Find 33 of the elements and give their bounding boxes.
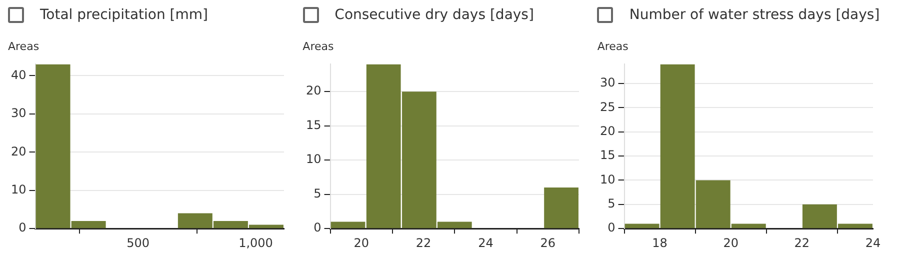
x-tick-label: 500 [126, 236, 150, 250]
x-tick-label: 22 [794, 236, 810, 250]
y-tick-label: 30 [600, 76, 616, 90]
y-tick-label: 10 [10, 182, 26, 196]
y-tick-label: 20 [10, 144, 26, 158]
y-tick-label: 5 [313, 186, 321, 200]
y-tick-label: 10 [306, 152, 321, 166]
y-axis-title: Areas [597, 40, 630, 54]
x-tick-label: 1,000 [238, 236, 273, 250]
x-tick-label: 20 [353, 236, 369, 250]
x-tick-label: 24 [866, 236, 881, 250]
x-tick-label: 18 [652, 236, 668, 250]
y-tick-label: 40 [10, 68, 26, 82]
y-tick-label: 0 [608, 220, 616, 235]
x-tick-label: 22 [416, 236, 431, 250]
y-tick-label: 20 [306, 84, 321, 98]
chart-title: Total precipitation [mm] [40, 7, 208, 23]
chart-title: Consecutive dry days [days] [334, 7, 534, 23]
y-tick-label: 25 [600, 100, 616, 114]
y-tick-label: 30 [10, 106, 26, 120]
y-axis-title: Areas [8, 40, 40, 54]
y-tick-label: 0 [313, 220, 321, 235]
y-tick-label: 15 [600, 148, 616, 162]
x-tick-label: 24 [478, 236, 494, 250]
chart-title: Number of water stress days [days] [629, 7, 880, 23]
y-tick-label: 10 [600, 172, 616, 186]
y-tick-label: 20 [600, 124, 616, 138]
y-tick-label: 5 [608, 196, 616, 211]
x-tick-label: 26 [540, 236, 556, 250]
y-axis-title: Areas [302, 40, 335, 54]
x-tick-label: 20 [724, 236, 739, 250]
y-tick-label: 15 [306, 118, 321, 132]
y-tick-label: 0 [18, 220, 26, 235]
